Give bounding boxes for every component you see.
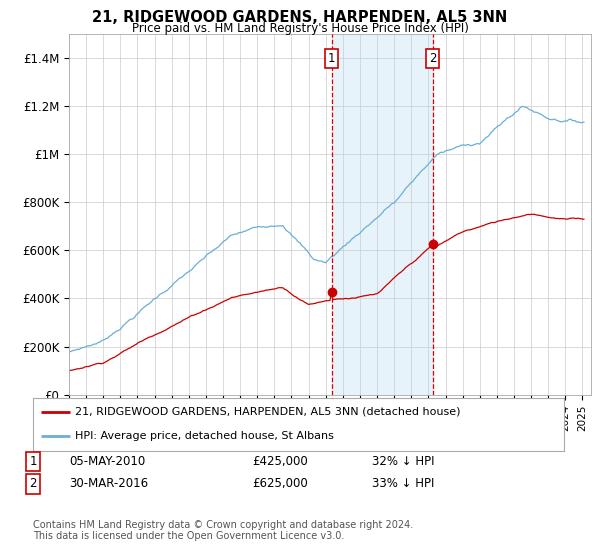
Text: 2: 2: [29, 477, 37, 491]
Text: 2: 2: [429, 53, 436, 66]
Text: 05-MAY-2010: 05-MAY-2010: [69, 455, 145, 468]
Text: Price paid vs. HM Land Registry's House Price Index (HPI): Price paid vs. HM Land Registry's House …: [131, 22, 469, 35]
Bar: [332, 34, 433, 395]
Text: Contains HM Land Registry data © Crown copyright and database right 2024.
This d: Contains HM Land Registry data © Crown c…: [33, 520, 413, 542]
Text: 32% ↓ HPI: 32% ↓ HPI: [372, 455, 434, 468]
Text: 1: 1: [328, 53, 335, 66]
Text: 30-MAR-2016: 30-MAR-2016: [69, 477, 148, 491]
Text: 1: 1: [29, 455, 37, 468]
Text: 33% ↓ HPI: 33% ↓ HPI: [372, 477, 434, 491]
Text: £625,000: £625,000: [252, 477, 308, 491]
Text: 21, RIDGEWOOD GARDENS, HARPENDEN, AL5 3NN (detached house): 21, RIDGEWOOD GARDENS, HARPENDEN, AL5 3N…: [76, 407, 461, 417]
Text: HPI: Average price, detached house, St Albans: HPI: Average price, detached house, St A…: [76, 431, 334, 441]
Text: £425,000: £425,000: [252, 455, 308, 468]
Text: 21, RIDGEWOOD GARDENS, HARPENDEN, AL5 3NN: 21, RIDGEWOOD GARDENS, HARPENDEN, AL5 3N…: [92, 10, 508, 25]
